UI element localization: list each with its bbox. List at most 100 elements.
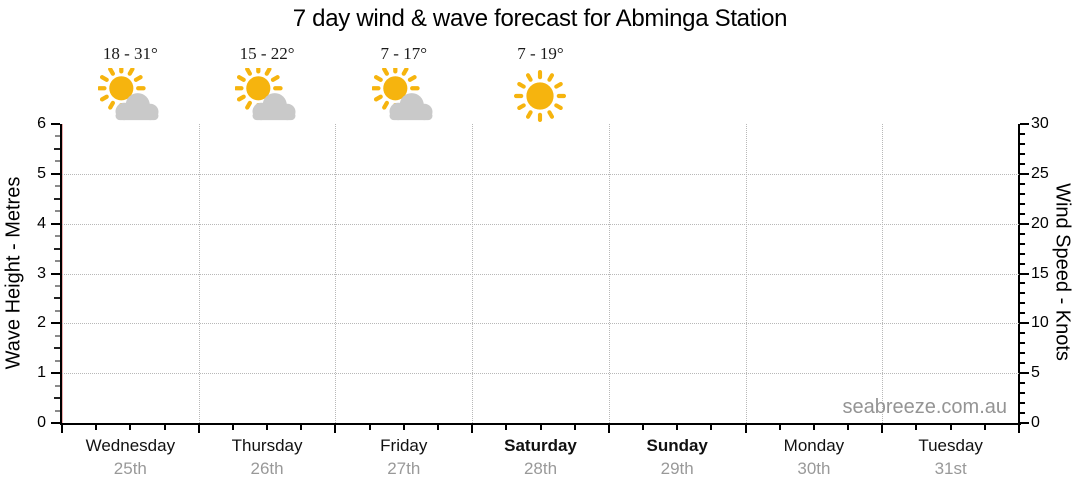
wind-axis-minor-tick xyxy=(1020,202,1025,205)
time-axis-minor-tick xyxy=(915,425,918,430)
wave-axis-minor-tick xyxy=(54,147,60,150)
forecast-day: 7 - 19° xyxy=(472,44,609,126)
day-date: 26th xyxy=(250,459,284,478)
time-axis-minor-tick xyxy=(983,425,986,430)
temperature-range-label: 15 - 22° xyxy=(239,44,295,63)
day-date: 31st xyxy=(934,459,967,478)
day-date: 28th xyxy=(523,459,558,478)
time-axis-major-tick xyxy=(881,425,884,433)
temperature-range-label: 18 - 31° xyxy=(102,44,158,63)
time-axis-minor-tick xyxy=(812,425,815,430)
forecast-day: 18 - 31° xyxy=(62,44,199,126)
wind-axis-minor-tick xyxy=(1020,212,1025,215)
wind-axis-major-tick xyxy=(1020,272,1029,275)
h-gridline xyxy=(62,223,1019,225)
wind-axis-tick-label: 30 xyxy=(1031,115,1049,132)
wave-axis-major-tick xyxy=(51,372,60,375)
wave-height-axis-label: Wave Height - Metres xyxy=(2,176,25,370)
day-name: Friday xyxy=(380,436,428,455)
wave-axis-minor-tick xyxy=(55,359,60,362)
wave-axis-minor-tick xyxy=(55,284,60,287)
day-name: Thursday xyxy=(231,436,303,455)
wave-axis-tick-label: 2 xyxy=(37,314,46,332)
wind-axis-minor-tick xyxy=(1020,262,1025,265)
v-gridline xyxy=(472,124,474,423)
wave-axis-minor-tick xyxy=(55,409,60,412)
wind-axis-minor-tick xyxy=(1020,382,1025,385)
wind-axis-major-tick xyxy=(1020,422,1029,424)
wind-axis-minor-tick xyxy=(1020,182,1025,185)
wind-axis-minor-tick xyxy=(1020,362,1025,365)
day-name: Monday xyxy=(783,436,845,455)
wave-axis-tick-label: 1 xyxy=(37,364,46,382)
wave-axis-minor-tick xyxy=(55,210,60,213)
wave-axis-minor-tick xyxy=(55,260,60,263)
wind-axis-major-tick xyxy=(1020,172,1029,175)
sun-behind-cloud-icon xyxy=(98,68,159,121)
weather-icon-holder xyxy=(472,66,609,126)
time-axis-minor-tick xyxy=(436,425,439,430)
sun-behind-cloud-icon xyxy=(371,68,433,121)
wind-axis-major-tick xyxy=(1020,322,1029,325)
wind-axis-minor-tick xyxy=(1020,392,1025,395)
x-axis-day-label: Thursday 26th xyxy=(199,436,336,479)
wind-axis-minor-tick xyxy=(1020,402,1025,405)
time-axis-minor-tick xyxy=(231,425,234,430)
wind-axis-minor-tick xyxy=(1020,342,1025,345)
v-gridline xyxy=(608,124,610,423)
time-axis-major-tick xyxy=(334,425,337,433)
bottom-axis-line xyxy=(60,423,1021,425)
time-axis-major-tick xyxy=(744,425,747,433)
wave-axis-minor-tick xyxy=(55,334,60,337)
wind-axis-minor-tick xyxy=(1020,192,1025,195)
right-axis-line xyxy=(1018,124,1020,425)
day-date: 27th xyxy=(387,459,421,478)
time-axis-minor-tick xyxy=(402,425,405,430)
time-axis-minor-tick xyxy=(710,425,713,430)
wave-axis-minor-tick xyxy=(55,235,60,238)
watermark: seabreeze.com.au xyxy=(842,396,1007,418)
time-axis-minor-tick xyxy=(129,425,132,430)
wind-axis-minor-tick xyxy=(1020,352,1025,355)
wave-axis-tick-label: 0 xyxy=(37,414,46,431)
time-axis-minor-tick xyxy=(95,425,98,430)
wave-axis-tick-label: 4 xyxy=(37,214,46,232)
day-name: Saturday xyxy=(504,436,577,455)
wave-axis-minor-tick xyxy=(54,347,60,350)
temperature-range-label: 7 - 17° xyxy=(380,44,427,63)
wave-axis-minor-tick xyxy=(55,135,60,138)
time-axis-minor-tick xyxy=(539,425,542,430)
wave-axis-tick-label: 5 xyxy=(37,164,46,182)
wind-axis-major-tick xyxy=(1020,372,1029,375)
wind-axis-minor-tick xyxy=(1020,152,1025,155)
day-date: 25th xyxy=(113,459,147,478)
v-gridline xyxy=(745,124,747,423)
wind-axis-minor-tick xyxy=(1020,252,1025,255)
weather-icon-holder xyxy=(62,66,199,126)
wind-axis-minor-tick xyxy=(1020,162,1025,165)
wind-axis-minor-tick xyxy=(1020,302,1025,305)
time-axis-minor-tick xyxy=(847,425,850,430)
time-axis-major-tick xyxy=(607,425,610,433)
time-axis-minor-tick xyxy=(778,425,781,430)
wave-axis-minor-tick xyxy=(55,185,60,188)
wind-axis-minor-tick xyxy=(1020,282,1025,285)
wave-axis-minor-tick xyxy=(54,297,60,300)
time-axis-minor-tick xyxy=(505,425,508,430)
weather-icon-holder xyxy=(335,66,472,126)
forecast-day: 15 - 22° xyxy=(199,44,336,126)
time-axis-minor-tick xyxy=(266,425,269,430)
x-axis-day-label: Monday 30th xyxy=(746,436,883,479)
time-axis-minor-tick xyxy=(949,425,952,430)
h-gridline xyxy=(62,373,1019,375)
wind-axis-major-tick xyxy=(1020,123,1029,125)
x-axis-day-label: Sunday 29th xyxy=(609,436,746,479)
v-gridline xyxy=(335,124,337,423)
wave-axis-minor-tick xyxy=(54,397,60,400)
h-gridline xyxy=(62,273,1019,275)
day-date: 30th xyxy=(797,459,831,478)
wind-axis-minor-tick xyxy=(1020,242,1025,245)
x-axis-day-label: Wednesday 25th xyxy=(62,436,199,479)
wind-axis-minor-tick xyxy=(1020,332,1025,335)
